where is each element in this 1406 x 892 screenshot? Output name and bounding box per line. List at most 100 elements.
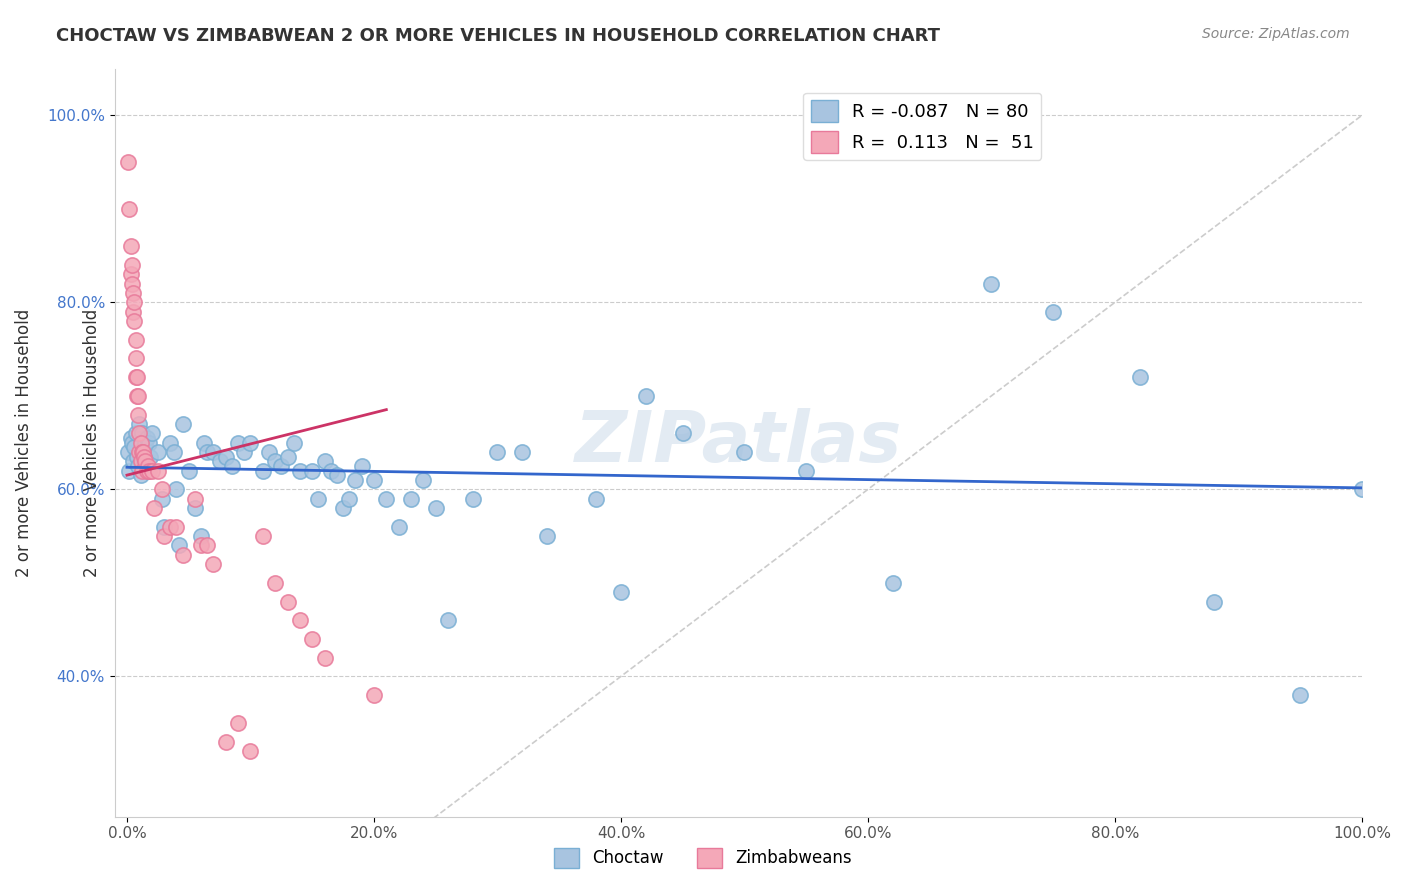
Choctaw xyxy=(734,445,756,459)
Choctaw xyxy=(193,435,215,450)
Choctaw xyxy=(257,445,280,459)
Zimbabweans xyxy=(150,483,173,497)
Zimbabweans xyxy=(121,258,143,272)
Zimbabweans xyxy=(165,519,187,533)
Choctaw xyxy=(153,519,176,533)
Choctaw xyxy=(344,473,367,487)
Choctaw xyxy=(135,431,157,445)
Choctaw xyxy=(132,445,155,459)
Choctaw xyxy=(319,464,342,478)
Choctaw xyxy=(233,445,256,459)
Zimbabweans xyxy=(301,632,323,646)
Zimbabweans xyxy=(134,454,156,468)
Zimbabweans xyxy=(121,277,143,291)
Zimbabweans xyxy=(124,370,146,384)
Zimbabweans xyxy=(195,538,218,552)
Zimbabweans xyxy=(117,155,139,169)
Text: Source: ZipAtlas.com: Source: ZipAtlas.com xyxy=(1202,27,1350,41)
Choctaw xyxy=(190,529,212,543)
Choctaw xyxy=(131,426,153,441)
Zimbabweans xyxy=(118,202,141,216)
Zimbabweans xyxy=(159,519,181,533)
Choctaw xyxy=(326,468,349,483)
Zimbabweans xyxy=(136,458,159,473)
Zimbabweans xyxy=(184,491,207,506)
Choctaw xyxy=(350,458,373,473)
Choctaw xyxy=(882,575,904,590)
Choctaw xyxy=(1289,688,1312,702)
Choctaw xyxy=(585,491,607,506)
Choctaw xyxy=(138,435,160,450)
Choctaw xyxy=(332,501,354,516)
Zimbabweans xyxy=(135,464,157,478)
Choctaw xyxy=(437,613,460,627)
Zimbabweans xyxy=(288,613,311,627)
Zimbabweans xyxy=(226,716,249,731)
Choctaw xyxy=(363,473,385,487)
Zimbabweans xyxy=(146,464,169,478)
Choctaw xyxy=(264,454,287,468)
Choctaw xyxy=(159,435,181,450)
Choctaw xyxy=(270,458,292,473)
Zimbabweans xyxy=(363,688,385,702)
Zimbabweans xyxy=(215,735,238,749)
Zimbabweans xyxy=(264,575,287,590)
Choctaw xyxy=(1129,370,1152,384)
Zimbabweans xyxy=(141,464,163,478)
Zimbabweans xyxy=(239,744,262,758)
Choctaw xyxy=(794,464,817,478)
Zimbabweans xyxy=(131,445,153,459)
Choctaw xyxy=(120,431,142,445)
Y-axis label: 2 or more Vehicles in Household: 2 or more Vehicles in Household xyxy=(15,309,32,577)
Zimbabweans xyxy=(131,464,153,478)
Zimbabweans xyxy=(128,426,150,441)
Choctaw xyxy=(163,445,186,459)
Choctaw xyxy=(125,450,148,464)
Zimbabweans xyxy=(252,529,274,543)
Choctaw xyxy=(226,435,249,450)
Zimbabweans xyxy=(153,529,176,543)
Choctaw xyxy=(461,491,484,506)
Zimbabweans xyxy=(129,435,152,450)
Zimbabweans xyxy=(134,450,156,464)
Choctaw xyxy=(288,464,311,478)
Choctaw xyxy=(399,491,422,506)
Zimbabweans xyxy=(125,370,148,384)
Choctaw xyxy=(172,417,194,431)
Choctaw xyxy=(150,491,173,506)
Choctaw xyxy=(122,454,145,468)
Zimbabweans xyxy=(190,538,212,552)
Zimbabweans xyxy=(125,389,148,403)
Choctaw xyxy=(134,454,156,468)
Choctaw xyxy=(301,464,323,478)
Choctaw xyxy=(388,519,411,533)
Choctaw xyxy=(134,435,156,450)
Choctaw xyxy=(129,468,152,483)
Zimbabweans xyxy=(314,650,336,665)
Choctaw xyxy=(610,585,633,599)
Zimbabweans xyxy=(127,408,149,422)
Choctaw xyxy=(124,440,146,454)
Zimbabweans xyxy=(122,304,145,318)
Choctaw xyxy=(165,483,187,497)
Choctaw xyxy=(425,501,447,516)
Zimbabweans xyxy=(129,454,152,468)
Y-axis label: 2 or more Vehicles in Household: 2 or more Vehicles in Household xyxy=(83,309,101,577)
Choctaw xyxy=(208,454,231,468)
Choctaw xyxy=(412,473,434,487)
Zimbabweans xyxy=(128,445,150,459)
Choctaw xyxy=(307,491,329,506)
Choctaw xyxy=(283,435,305,450)
Choctaw xyxy=(510,445,533,459)
Choctaw xyxy=(202,445,225,459)
Zimbabweans xyxy=(124,351,146,366)
Choctaw xyxy=(124,426,146,441)
Choctaw xyxy=(136,464,159,478)
Choctaw xyxy=(337,491,360,506)
Zimbabweans xyxy=(132,445,155,459)
Zimbabweans xyxy=(124,295,146,310)
Choctaw xyxy=(221,458,243,473)
Zimbabweans xyxy=(120,267,142,281)
Choctaw xyxy=(128,417,150,431)
Choctaw xyxy=(118,464,141,478)
